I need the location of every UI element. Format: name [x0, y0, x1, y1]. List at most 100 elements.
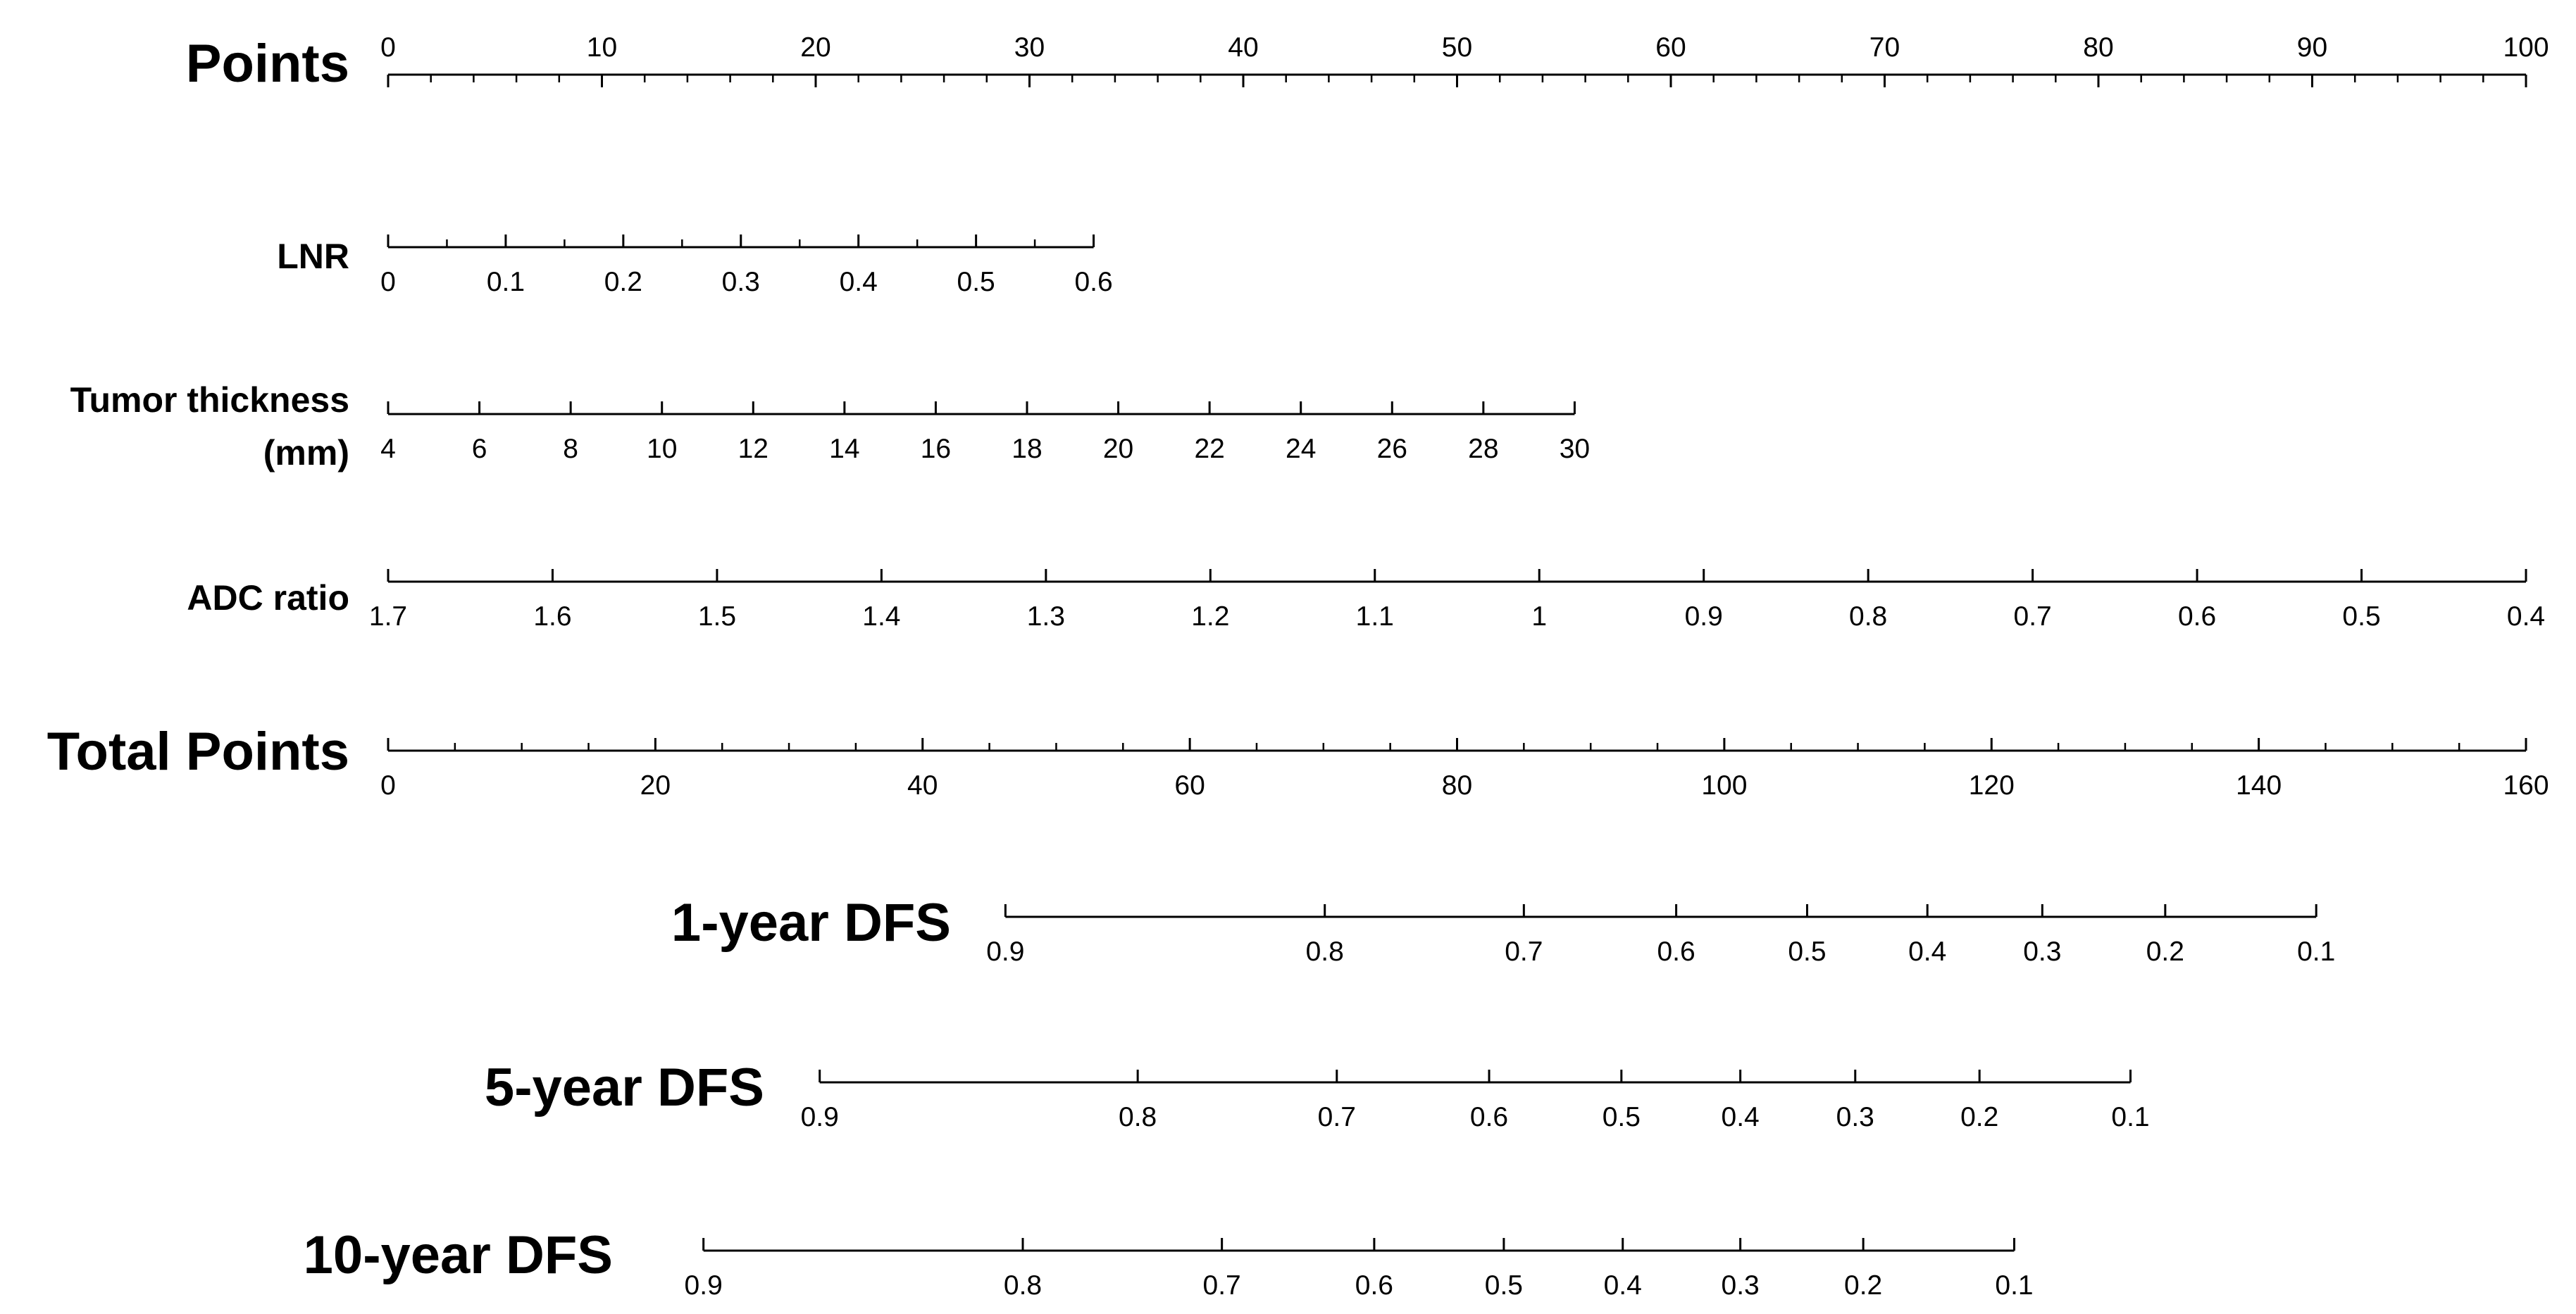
tick-label-adc: 1.3: [1027, 601, 1065, 632]
row-label-adc: ADC ratio: [187, 578, 349, 618]
tick-label-dfs10: 0.9: [685, 1270, 723, 1301]
tick-label-points: 50: [1442, 32, 1472, 63]
tick-label-thickness: 8: [563, 434, 578, 464]
tick-label-points: 90: [2297, 32, 2327, 63]
tick-label-points: 40: [1228, 32, 1258, 63]
tick-label-lnr: 0.2: [604, 267, 642, 297]
tick-label-dfs5: 0.3: [1836, 1102, 1874, 1132]
tick-label-lnr: 0.6: [1074, 267, 1112, 297]
tick-label-dfs1: 0.8: [1306, 937, 1344, 967]
tick-label-dfs5: 0.9: [801, 1102, 839, 1132]
row-total: Total Points 0 20 40 60 80 100 120 140 160: [47, 722, 2549, 801]
tick-label-total: 20: [640, 770, 671, 801]
row-label-total: Total Points: [47, 722, 349, 782]
tick-label-points: 100: [2503, 32, 2549, 63]
row-lnr: LNR 0 0.1 0.2 0.3 0.4 0.5 0.6: [277, 234, 1113, 297]
tick-label-lnr: 0.4: [840, 267, 878, 297]
tick-label-dfs10: 0.6: [1355, 1270, 1393, 1301]
tick-label-dfs1: 0.7: [1505, 937, 1543, 967]
tick-label-dfs1: 0.4: [1908, 937, 1946, 967]
tick-label-adc: 0.8: [1849, 601, 1887, 632]
tick-label-thickness: 20: [1103, 434, 1133, 464]
tick-label-total: 120: [1969, 770, 2015, 801]
row-dfs10: 10-year DFS 0.9 0.8 0.7 0.6 0.5 0.4 0.3 0.2 0.1: [304, 1225, 2034, 1301]
tick-label-dfs5: 0.1: [2111, 1102, 2149, 1132]
tick-label-total: 140: [2236, 770, 2282, 801]
tick-label-total: 80: [1442, 770, 1472, 801]
tick-label-adc: 1.1: [1356, 601, 1394, 632]
row-label-dfs5: 5-year DFS: [485, 1058, 764, 1118]
tick-label-dfs5: 0.2: [1960, 1102, 1998, 1132]
tick-label-adc: 0.7: [2014, 601, 2052, 632]
tick-label-thickness: 6: [472, 434, 487, 464]
tick-label-adc: 0.5: [2342, 601, 2380, 632]
tick-label-dfs10: 0.4: [1604, 1270, 1642, 1301]
tick-label-dfs1: 0.3: [2023, 937, 2061, 967]
tick-label-adc: 0.4: [2507, 601, 2545, 632]
row-label-thickness: Tumor thickness: [70, 380, 349, 420]
tick-label-lnr: 0: [380, 267, 396, 297]
tick-label-dfs5: 0.7: [1318, 1102, 1356, 1132]
tick-label-dfs5: 0.8: [1119, 1102, 1157, 1132]
tick-label-dfs1: 0.1: [2297, 937, 2335, 967]
tick-label-dfs1: 0.5: [1788, 937, 1826, 967]
tick-label-adc: 1.6: [533, 601, 571, 632]
row-points: Points 0 10 20 30 40 50 60 70 80 90 100: [186, 32, 2549, 94]
row-label-points: Points: [186, 34, 349, 94]
tick-label-points: 10: [587, 32, 617, 63]
row-dfs5: 5-year DFS 0.9 0.8 0.7 0.6 0.5 0.4 0.3 0.2 0.1: [485, 1058, 2150, 1132]
tick-label-dfs1: 0.9: [986, 937, 1024, 967]
tick-label-adc: 1.4: [862, 601, 900, 632]
tick-label-total: 100: [1701, 770, 1747, 801]
tick-label-lnr: 0.3: [722, 267, 760, 297]
tick-label-dfs10: 0.7: [1203, 1270, 1241, 1301]
tick-label-dfs10: 0.5: [1485, 1270, 1523, 1301]
tick-label-dfs5: 0.5: [1603, 1102, 1641, 1132]
tick-label-dfs5: 0.6: [1470, 1102, 1508, 1132]
row-label-dfs10: 10-year DFS: [304, 1225, 613, 1285]
tick-label-points: 0: [380, 32, 396, 63]
tick-label-thickness: 4: [380, 434, 396, 464]
tick-label-points: 80: [2083, 32, 2113, 63]
tick-label-adc: 1.5: [698, 601, 736, 632]
tick-label-dfs10: 0.8: [1004, 1270, 1042, 1301]
tick-label-thickness: 24: [1286, 434, 1316, 464]
tick-label-thickness: 30: [1560, 434, 1590, 464]
tick-label-thickness: 26: [1377, 434, 1407, 464]
tick-label-dfs5: 0.4: [1722, 1102, 1760, 1132]
tick-label-lnr: 0.1: [487, 267, 525, 297]
row-label-dfs1: 1-year DFS: [671, 893, 951, 953]
row-thickness: Tumor thickness (mm) 4 6 8 10 12 14 16 18 20 22 24 26…: [70, 380, 1591, 473]
tick-label-total: 40: [907, 770, 938, 801]
tick-label-thickness: 10: [647, 434, 677, 464]
tick-label-points: 60: [1655, 32, 1686, 63]
tick-label-adc: 1.7: [369, 601, 407, 632]
tick-label-lnr: 0.5: [957, 267, 995, 297]
tick-label-thickness: 16: [921, 434, 951, 464]
row-label-lnr: LNR: [277, 237, 349, 276]
tick-label-total: 0: [380, 770, 396, 801]
tick-label-thickness: 28: [1468, 434, 1498, 464]
tick-label-dfs1: 0.6: [1657, 937, 1695, 967]
tick-label-thickness: 18: [1012, 434, 1042, 464]
tick-label-dfs10: 0.2: [1844, 1270, 1882, 1301]
tick-label-total: 160: [2503, 770, 2549, 801]
tick-label-total: 60: [1174, 770, 1205, 801]
row-dfs1: 1-year DFS 0.9 0.8 0.7 0.6 0.5 0.4 0.3 0.2 0.1: [671, 893, 2335, 967]
tick-label-dfs1: 0.2: [2146, 937, 2184, 967]
tick-label-dfs10: 0.1: [1995, 1270, 2033, 1301]
tick-label-adc: 1: [1531, 601, 1547, 632]
tick-label-thickness: 12: [738, 434, 769, 464]
tick-label-points: 20: [800, 32, 830, 63]
row-adc: ADC ratio 1.7 1.6 1.5 1.4 1.3 1.2 1.1 1 0.9 0.8 0.7…: [187, 569, 2545, 632]
tick-label-dfs10: 0.3: [1722, 1270, 1760, 1301]
tick-label-adc: 0.9: [1685, 601, 1723, 632]
tick-label-thickness: 22: [1194, 434, 1224, 464]
tick-label-points: 30: [1014, 32, 1045, 63]
tick-label-adc: 0.6: [2178, 601, 2216, 632]
row-label-thickness: (mm): [263, 433, 349, 473]
tick-label-points: 70: [1869, 32, 1900, 63]
tick-label-thickness: 14: [829, 434, 859, 464]
